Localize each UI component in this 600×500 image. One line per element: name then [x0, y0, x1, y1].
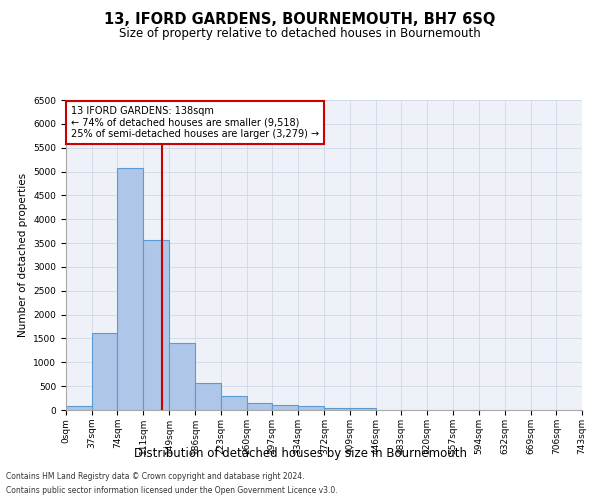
- Text: 13 IFORD GARDENS: 138sqm
← 74% of detached houses are smaller (9,518)
25% of sem: 13 IFORD GARDENS: 138sqm ← 74% of detach…: [71, 106, 319, 140]
- Bar: [169, 343, 195, 410]
- Text: Size of property relative to detached houses in Bournemouth: Size of property relative to detached ho…: [119, 28, 481, 40]
- Bar: [247, 403, 272, 410]
- Y-axis label: Number of detached properties: Number of detached properties: [18, 173, 28, 337]
- Text: Contains HM Land Registry data © Crown copyright and database right 2024.: Contains HM Land Registry data © Crown c…: [6, 472, 305, 481]
- Bar: [325, 408, 350, 410]
- Bar: [118, 168, 143, 410]
- Text: Contains public sector information licensed under the Open Government Licence v3: Contains public sector information licen…: [6, 486, 338, 495]
- Text: 13, IFORD GARDENS, BOURNEMOUTH, BH7 6SQ: 13, IFORD GARDENS, BOURNEMOUTH, BH7 6SQ: [104, 12, 496, 28]
- Bar: [221, 396, 247, 410]
- Bar: [143, 240, 169, 410]
- Text: Distribution of detached houses by size in Bournemouth: Distribution of detached houses by size …: [133, 448, 467, 460]
- Bar: [195, 382, 221, 410]
- Bar: [350, 408, 376, 410]
- Bar: [92, 332, 118, 410]
- Bar: [272, 405, 298, 410]
- Bar: [298, 406, 325, 410]
- Bar: [66, 406, 92, 410]
